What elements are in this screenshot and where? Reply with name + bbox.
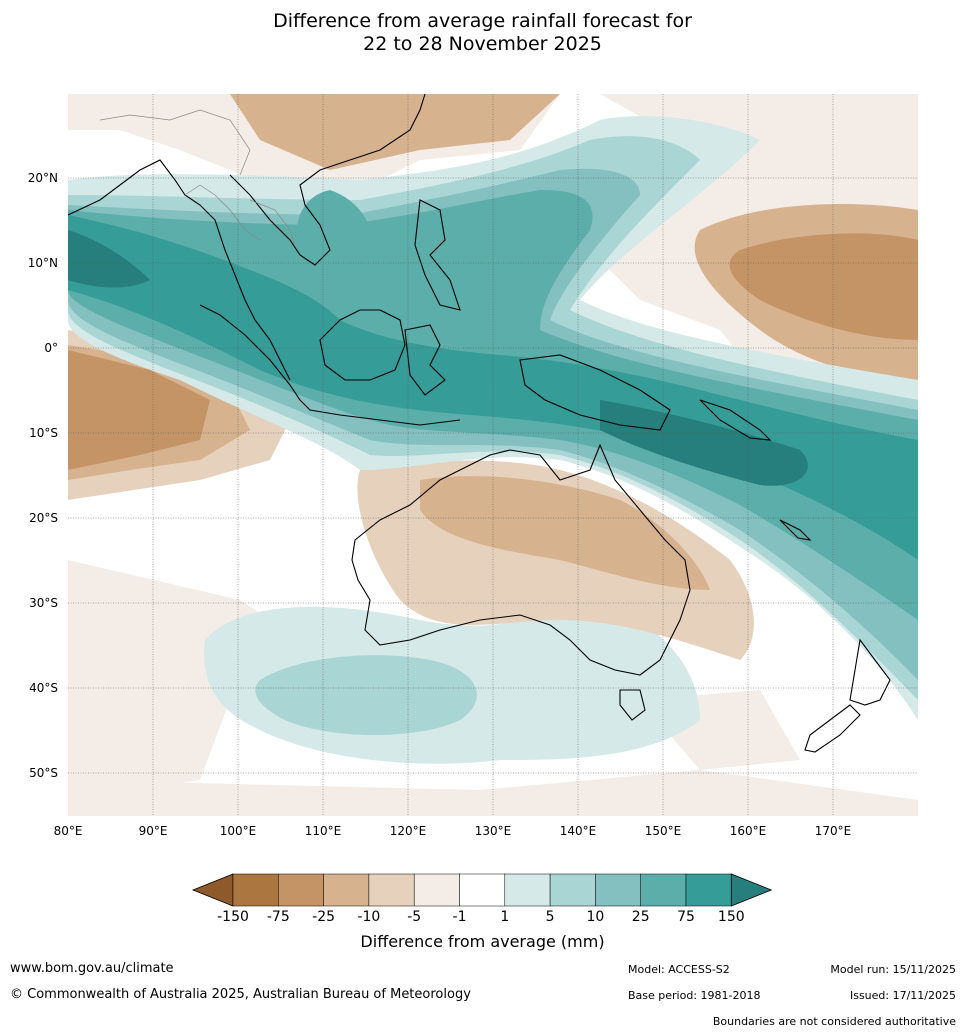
model-run: Model run: 15/11/2025 bbox=[830, 963, 956, 976]
chart-title: Difference from average rainfall forecas… bbox=[0, 10, 965, 56]
coast-india-burma bbox=[68, 159, 291, 381]
lon-label: 110°E bbox=[305, 824, 342, 838]
longitude-labels: 80°E 90°E 100°E 110°E 120°E 130°E 140°E 150°E 16… bbox=[54, 824, 852, 838]
country-borders bbox=[99, 109, 296, 246]
disclaimer: Boundaries are not considered authoritat… bbox=[712, 1015, 956, 1028]
border-laos-vietnam bbox=[249, 199, 296, 246]
coast-sulawesi bbox=[404, 324, 446, 396]
lat-label: 20°S bbox=[29, 511, 58, 525]
dry-indian-west-strong bbox=[68, 350, 210, 470]
colorbar-tick-label: 25 bbox=[632, 909, 650, 925]
wet-core-bay-of-bengal bbox=[68, 230, 150, 288]
coast-australia bbox=[351, 443, 691, 676]
copyright-text: © Commonwealth of Australia 2025, Austra… bbox=[10, 987, 471, 1002]
colorbar-swatch bbox=[640, 873, 687, 907]
coast-new-caledonia bbox=[779, 519, 812, 541]
latitude-labels: 20°N 10°N 0° 10°S 20°S 30°S 40°S 50°S bbox=[28, 171, 58, 780]
coast-solomon bbox=[699, 399, 772, 441]
lat-label: 50°S bbox=[29, 766, 58, 780]
colorbar-tick-label: -25 bbox=[312, 909, 335, 925]
gridlines bbox=[68, 94, 918, 816]
colorbar-swatch bbox=[459, 873, 506, 907]
colorbar-swatch bbox=[685, 873, 732, 907]
colorbar-extend-high bbox=[730, 873, 773, 907]
lon-label: 120°E bbox=[390, 824, 427, 838]
lat-label: 0° bbox=[44, 341, 58, 355]
colorbar-tick-label: 150 bbox=[718, 909, 745, 925]
colorbar-swatch bbox=[413, 873, 460, 907]
colorbar-tick-label: 1 bbox=[500, 909, 509, 925]
colorbar-tick-label: 75 bbox=[677, 909, 695, 925]
title-line-2: 22 to 28 November 2025 bbox=[363, 33, 602, 55]
colorbar-swatch bbox=[549, 873, 596, 907]
coast-tasmania bbox=[619, 689, 646, 721]
lon-label: 150°E bbox=[645, 824, 682, 838]
lon-label: 140°E bbox=[560, 824, 597, 838]
wet-core-coral bbox=[600, 400, 808, 486]
coast-philippines bbox=[414, 199, 461, 311]
colorbar-swatch bbox=[278, 873, 324, 907]
dry-band-south bbox=[68, 770, 918, 816]
coast-nz-south bbox=[804, 704, 861, 753]
border-burma-thai bbox=[184, 184, 261, 241]
lat-label: 30°S bbox=[29, 596, 58, 610]
website-link[interactable]: www.bom.gov.au/climate bbox=[10, 961, 174, 976]
colorbar-ticks: -150 -75 -25 -10 -5 -1 1 5 10 25 75 150 bbox=[217, 909, 745, 925]
colorbar-tick-label: -5 bbox=[407, 909, 421, 925]
border-himalaya bbox=[99, 109, 251, 176]
colorbar-swatch bbox=[232, 873, 279, 907]
wet-patch-scs bbox=[296, 190, 373, 271]
model-name: Model: ACCESS-S2 bbox=[628, 963, 730, 976]
colorbar-tick-label: -75 bbox=[267, 909, 290, 925]
lon-label: 160°E bbox=[730, 824, 767, 838]
colorbar bbox=[191, 873, 773, 907]
lon-label: 100°E bbox=[220, 824, 257, 838]
coastlines bbox=[68, 94, 891, 753]
lat-label: 40°S bbox=[29, 681, 58, 695]
colorbar-swatch bbox=[504, 873, 551, 907]
lon-label: 130°E bbox=[475, 824, 512, 838]
dry-australia-mid bbox=[420, 476, 710, 590]
lat-label: 20°N bbox=[28, 171, 58, 185]
colorbar-tick-label: 10 bbox=[586, 909, 604, 925]
wet-patch-south-indian-2 bbox=[255, 655, 477, 735]
colorbar-tick-label: 5 bbox=[546, 909, 555, 925]
dry-north-asia-mid bbox=[230, 94, 560, 170]
dry-pacific-strong bbox=[729, 233, 918, 340]
lon-label: 80°E bbox=[54, 824, 83, 838]
colorbar-swatch bbox=[595, 873, 641, 907]
coast-nz-north bbox=[849, 638, 891, 706]
lon-label: 170°E bbox=[815, 824, 852, 838]
issued-date: Issued: 17/11/2025 bbox=[849, 989, 956, 1002]
coast-borneo bbox=[319, 309, 406, 381]
title-line-1: Difference from average rainfall forecas… bbox=[273, 10, 692, 32]
coast-indochina-china bbox=[229, 94, 426, 266]
coast-new-guinea bbox=[519, 354, 671, 431]
lat-label: 10°N bbox=[28, 256, 58, 270]
lat-label: 10°S bbox=[29, 426, 58, 440]
colorbar-swatch bbox=[323, 873, 370, 907]
base-period: Base period: 1981-2018 bbox=[628, 989, 761, 1002]
colorbar-tick-label: -1 bbox=[453, 909, 467, 925]
colorbar-swatch bbox=[368, 873, 415, 907]
colorbar-tick-label: -150 bbox=[217, 909, 249, 925]
lon-label: 90°E bbox=[139, 824, 168, 838]
legend-title: Difference from average (mm) bbox=[360, 932, 605, 951]
colorbar-tick-label: -10 bbox=[357, 909, 380, 925]
colorbar-extend-low bbox=[191, 873, 234, 907]
coast-sumatra-java bbox=[199, 304, 461, 426]
